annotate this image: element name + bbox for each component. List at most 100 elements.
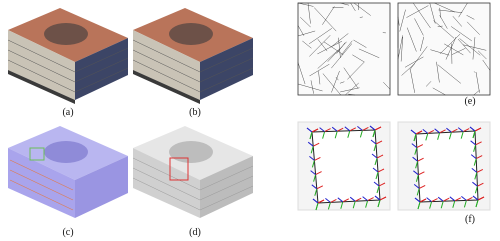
decor-line — [475, 199, 479, 208]
panel-e — [297, 2, 491, 96]
decor-line — [371, 153, 378, 159]
decor-line — [414, 18, 424, 36]
panel-f — [297, 121, 491, 211]
decor-line — [451, 128, 458, 133]
decor-line — [297, 30, 316, 37]
decor-line — [438, 9, 463, 13]
decor-line — [311, 160, 315, 168]
decor-line — [367, 197, 374, 202]
decor-line — [457, 38, 471, 54]
decor-line — [458, 2, 468, 18]
decor-line — [312, 198, 319, 204]
decor-line — [401, 63, 416, 76]
decor-line — [374, 195, 381, 201]
decor-line — [454, 197, 462, 202]
decor-line — [337, 197, 344, 203]
decor-line — [297, 62, 306, 85]
decor-line — [439, 15, 448, 29]
decor-line — [312, 142, 320, 147]
decor-line — [315, 202, 319, 211]
decor-line — [373, 143, 377, 152]
decor-line — [330, 33, 349, 48]
decor-line — [311, 128, 319, 133]
decor-line — [437, 132, 441, 140]
decor-line — [399, 9, 406, 32]
decor-line — [362, 126, 369, 131]
decor-line — [433, 20, 455, 39]
decor-line — [330, 198, 337, 203]
decor-line — [466, 15, 475, 20]
label: (a) — [62, 107, 73, 118]
decor-line — [459, 38, 481, 56]
decor-line — [431, 198, 438, 203]
decor-line — [376, 154, 384, 159]
decor-line — [437, 64, 461, 84]
decor-line — [422, 129, 429, 134]
decor-line — [474, 186, 478, 194]
decor-line — [311, 184, 318, 190]
decor-line — [448, 132, 452, 140]
label: (d) — [189, 227, 201, 238]
decor-line — [413, 184, 420, 189]
decor-line — [310, 170, 316, 175]
decor-line — [417, 201, 421, 210]
decor-line — [317, 40, 343, 55]
label: (b) — [189, 107, 201, 118]
decor-line — [432, 87, 446, 96]
decor-line — [413, 170, 419, 176]
decor-line — [411, 143, 418, 148]
decor-line — [425, 81, 432, 87]
decor-line — [310, 80, 314, 94]
decor-line — [316, 185, 324, 190]
decor-line — [452, 16, 463, 27]
decor-line — [475, 155, 483, 160]
decor-line — [418, 171, 425, 176]
decor-line — [307, 141, 314, 147]
decor-line — [415, 174, 419, 182]
decor-line — [336, 127, 344, 132]
panel-d — [132, 125, 254, 219]
decor-line — [340, 201, 344, 209]
decor-line — [347, 130, 351, 138]
decor-line — [349, 196, 356, 202]
decor-line — [482, 59, 491, 71]
decor-line — [322, 131, 326, 139]
decor-line — [342, 198, 350, 203]
decor-line — [319, 127, 325, 132]
decor-line — [325, 198, 331, 203]
decor-line — [473, 158, 477, 166]
decor-line — [349, 127, 357, 132]
decor-line — [372, 129, 376, 138]
decor-line — [457, 127, 464, 132]
decor-line — [345, 82, 359, 96]
decor-line — [434, 128, 440, 134]
decor-line — [460, 131, 464, 139]
decor-line — [474, 172, 478, 180]
decor-line — [446, 127, 452, 133]
decor-line — [309, 131, 313, 140]
decor-line — [406, 27, 417, 52]
decor-line — [331, 126, 338, 132]
decor-line — [426, 197, 432, 202]
decor-line — [444, 43, 464, 56]
decor-line — [377, 199, 381, 208]
decor-line — [353, 2, 371, 16]
decor-line — [350, 2, 356, 12]
decor-line — [418, 184, 426, 189]
decor-line — [317, 199, 325, 204]
decor-line — [475, 141, 482, 146]
decor-line — [477, 182, 484, 187]
decor-line — [327, 41, 347, 62]
decor-line — [378, 182, 386, 187]
decor-line — [429, 2, 436, 24]
decor-line — [297, 2, 314, 7]
decor-line — [473, 144, 477, 152]
decor-line — [410, 129, 417, 135]
decor-line — [297, 25, 305, 36]
decor-line — [309, 64, 330, 77]
decor-line — [348, 93, 355, 96]
decor-line — [308, 28, 333, 45]
decor-line — [472, 195, 479, 201]
decor-line — [331, 43, 353, 69]
decor-line — [417, 157, 424, 162]
